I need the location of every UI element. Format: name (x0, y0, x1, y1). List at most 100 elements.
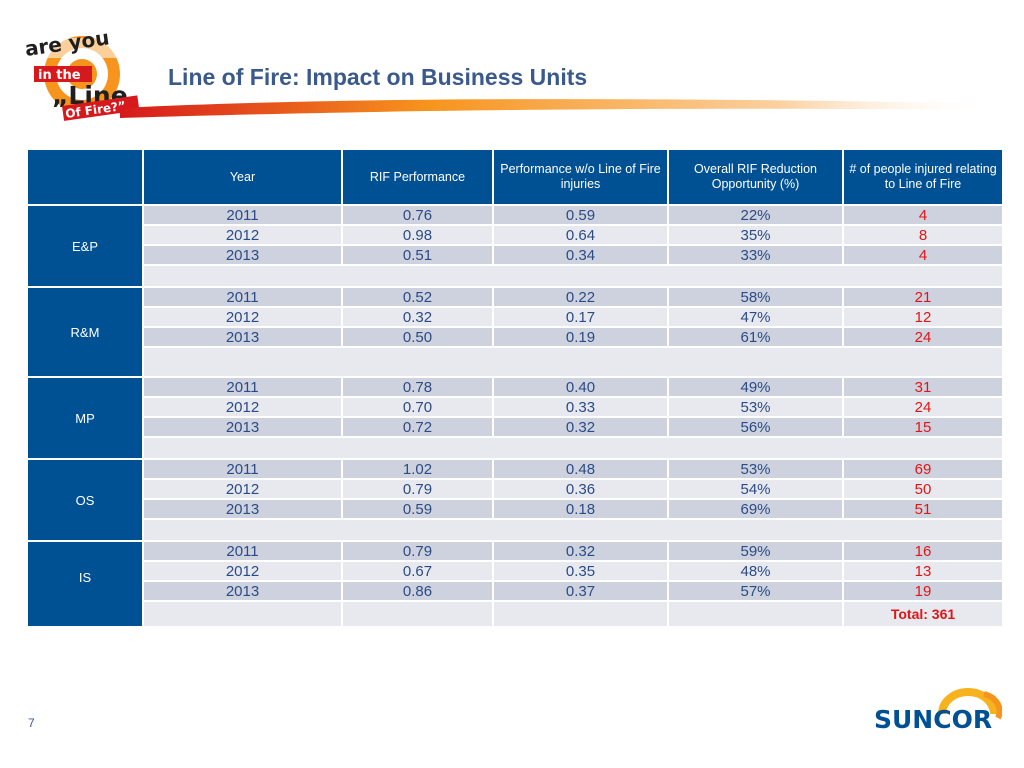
wo-lof-cell: 0.40 (492, 376, 669, 398)
injured-cell: 24 (842, 326, 1004, 348)
wo-lof-cell: 0.17 (492, 306, 669, 328)
injured-cell: 12 (842, 306, 1004, 328)
reduction-cell: 54% (667, 478, 844, 500)
spacer-row (27, 518, 1004, 542)
unit-label-mp: MP (26, 376, 144, 460)
rif-cell: 0.72 (341, 416, 494, 438)
rif-cell: 0.79 (341, 478, 494, 500)
year-cell: 2011 (142, 458, 343, 480)
spacer-cell (142, 518, 1004, 542)
year-cell: 2012 (142, 478, 343, 500)
header-cell-year: Year (142, 148, 343, 206)
rif-cell: 0.79 (341, 540, 494, 562)
injured-cell: 19 (842, 580, 1004, 602)
empty-cell (341, 600, 494, 628)
injured-cell: 69 (842, 458, 1004, 480)
header-cell-reduction: Overall RIF Reduction Opportunity (%) (667, 148, 844, 206)
table-row: 2012 0.70 0.33 53% 24 (27, 396, 1004, 418)
rif-cell: 0.32 (341, 306, 494, 328)
wo-lof-cell: 0.22 (492, 286, 669, 308)
reduction-cell: 49% (667, 376, 844, 398)
unit-label-rm: R&M (26, 286, 144, 378)
year-cell: 2012 (142, 224, 343, 246)
table-row: R&M 2011 0.52 0.22 58% 21 (26, 286, 1004, 378)
reduction-cell: 22% (667, 204, 844, 226)
wo-lof-cell: 0.32 (492, 416, 669, 438)
suncor-brand-text: SUNCOR (874, 705, 992, 734)
table-row: 2013 0.50 0.19 61% 24 (27, 326, 1004, 348)
unit-label-ep: E&P (26, 204, 144, 288)
year-cell: 2012 (142, 560, 343, 582)
empty-cell (667, 600, 844, 628)
injured-cell: 21 (842, 286, 1004, 308)
injured-cell: 50 (842, 478, 1004, 500)
reduction-cell: 48% (667, 560, 844, 582)
table-row: 2012 0.32 0.17 47% 12 (27, 306, 1004, 328)
table-row: 2013 0.51 0.34 33% 4 (27, 244, 1004, 266)
unit-label-os: OS (26, 458, 144, 542)
table-header-row: Year RIF Performance Performance w/o Lin… (26, 148, 1004, 206)
rif-cell: 0.98 (341, 224, 494, 246)
rif-cell: 0.70 (341, 396, 494, 418)
header-cell-rif: RIF Performance (341, 148, 494, 206)
year-cell: 2012 (142, 396, 343, 418)
rif-table: Year RIF Performance Performance w/o Lin… (26, 148, 1004, 628)
injured-cell: 4 (842, 204, 1004, 226)
header-cell-unit (26, 148, 144, 206)
rif-cell: 1.02 (341, 458, 494, 480)
table-row: MP 2011 0.78 0.40 49% 31 (26, 376, 1004, 460)
wo-lof-cell: 0.33 (492, 396, 669, 418)
injured-cell: 4 (842, 244, 1004, 266)
table-row: 2012 0.79 0.36 54% 50 (27, 478, 1004, 500)
year-cell: 2013 (142, 416, 343, 438)
injured-cell: 31 (842, 376, 1004, 398)
suncor-logo-icon: SUNCOR (874, 688, 1002, 734)
rif-cell: 0.86 (341, 580, 494, 602)
year-cell: 2013 (142, 326, 343, 348)
wo-lof-cell: 0.37 (492, 580, 669, 602)
spacer-cell (142, 436, 1004, 460)
reduction-cell: 33% (667, 244, 844, 266)
spacer-row (27, 346, 1004, 378)
rif-cell: 0.78 (341, 376, 494, 398)
reduction-cell: 53% (667, 396, 844, 418)
rif-cell: 0.50 (341, 326, 494, 348)
table-row: 2012 0.67 0.35 48% 13 (27, 560, 1004, 582)
table-row: 2013 0.72 0.32 56% 15 (27, 416, 1004, 438)
year-cell: 2013 (142, 580, 343, 602)
reduction-cell: 69% (667, 498, 844, 520)
table-row: IS 2011 0.79 0.32 59% 16 (26, 540, 1004, 628)
year-cell: 2011 (142, 286, 343, 308)
injured-cell: 24 (842, 396, 1004, 418)
header-swoosh-icon (120, 99, 1000, 118)
header-cell-wo-lof: Performance w/o Line of Fire injuries (492, 148, 669, 206)
wo-lof-cell: 0.64 (492, 224, 669, 246)
rif-cell: 0.67 (341, 560, 494, 582)
reduction-cell: 59% (667, 540, 844, 562)
reduction-cell: 56% (667, 416, 844, 438)
rif-cell: 0.52 (341, 286, 494, 308)
total-row: Total: 361 (27, 600, 1004, 628)
wo-lof-cell: 0.59 (492, 204, 669, 226)
injured-cell: 13 (842, 560, 1004, 582)
table-row: 2012 0.98 0.64 35% 8 (27, 224, 1004, 246)
empty-cell (492, 600, 669, 628)
wo-lof-cell: 0.34 (492, 244, 669, 266)
year-cell: 2011 (142, 540, 343, 562)
rif-cell: 0.76 (341, 204, 494, 226)
table-row: OS 2011 1.02 0.48 53% 69 (26, 458, 1004, 542)
reduction-cell: 57% (667, 580, 844, 602)
year-cell: 2013 (142, 244, 343, 266)
unit-label-is: IS (26, 540, 144, 628)
reduction-cell: 53% (667, 458, 844, 480)
reduction-cell: 58% (667, 286, 844, 308)
reduction-cell: 61% (667, 326, 844, 348)
page-title: Line of Fire: Impact on Business Units (168, 64, 588, 90)
total-injured-cell: Total: 361 (842, 600, 1004, 628)
wo-lof-cell: 0.18 (492, 498, 669, 520)
injured-cell: 51 (842, 498, 1004, 520)
wo-lof-cell: 0.19 (492, 326, 669, 348)
year-cell: 2013 (142, 498, 343, 520)
wo-lof-cell: 0.48 (492, 458, 669, 480)
year-cell: 2012 (142, 306, 343, 328)
